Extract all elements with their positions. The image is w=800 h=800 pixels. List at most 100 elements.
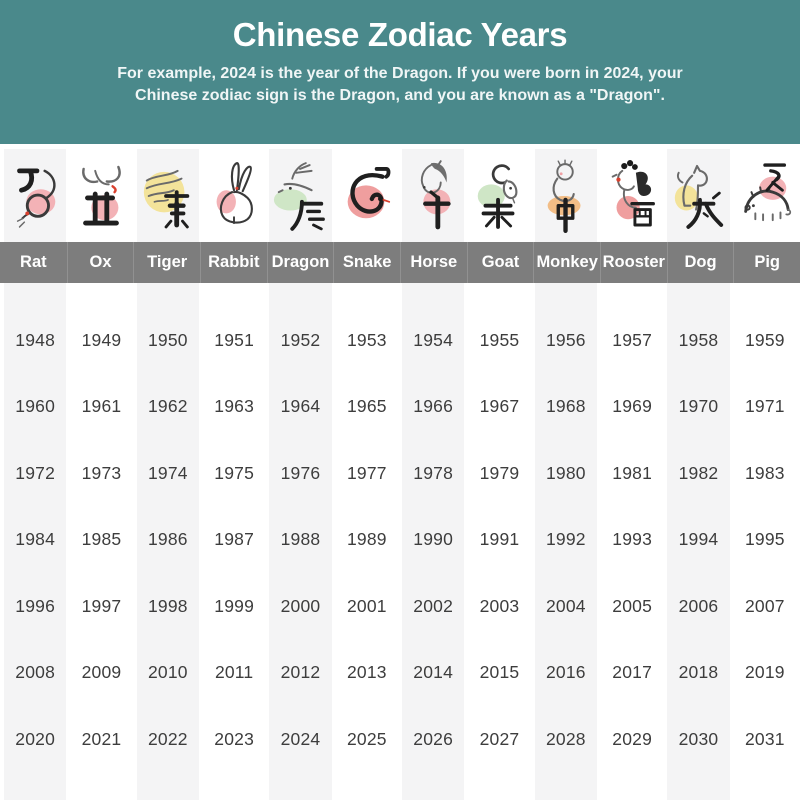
year-cell: 1961 (81, 396, 122, 417)
zodiac-name-rooster: Rooster (599, 242, 667, 283)
year-row: 2008 2009 2010 2011 2012 2013 2014 2015 2016 2017… (0, 640, 800, 707)
year-cell: 1986 (147, 529, 188, 550)
zodiac-board: Rat Ox Tiger Rabbit Dragon Snake Horse G… (0, 144, 800, 800)
year-cell: 2002 (413, 595, 454, 616)
year-cell: 1951 (214, 329, 255, 350)
year-cell: 1985 (81, 529, 122, 550)
year-row: 1960 1961 1962 1963 1964 1965 1966 1967 1968 1969… (0, 374, 800, 441)
year-cell: 2003 (479, 595, 520, 616)
zodiac-icon-cell-rat (4, 152, 66, 240)
year-cell: 1974 (147, 462, 188, 483)
year-cell: 1972 (15, 462, 56, 483)
year-cell: 2020 (15, 728, 56, 749)
year-cell: 2025 (346, 728, 387, 749)
year-cell: 1954 (413, 329, 454, 350)
year-cell: 1975 (214, 462, 255, 483)
monkey-icon (547, 159, 581, 233)
years-table: 1948 1949 1950 1951 1952 1953 1954 1955 1956 1957… (0, 283, 800, 800)
year-cell: 2005 (612, 595, 653, 616)
subtitle-line-2: Chinese zodiac sign is the Dragon, and y… (135, 87, 665, 104)
year-cell: 1987 (214, 529, 255, 550)
year-cell: 1973 (81, 462, 122, 483)
zodiac-name-ox: Ox (66, 242, 134, 283)
year-cell: 2024 (280, 728, 321, 749)
header-banner: Chinese Zodiac Years For example, 2024 i… (0, 0, 800, 144)
rabbit-icon (216, 162, 254, 225)
zodiac-name-monkey: Monkey (533, 242, 600, 283)
year-cell: 2006 (678, 595, 719, 616)
year-cell: 1991 (479, 529, 520, 550)
year-cell: 2030 (678, 728, 719, 749)
year-cell: 2021 (81, 728, 122, 749)
year-row: 1972 1973 1974 1975 1976 1977 1978 1979 1980 1981… (0, 440, 800, 507)
year-cell: 1970 (678, 396, 719, 417)
year-cell: 1962 (147, 396, 188, 417)
year-cell: 2009 (81, 662, 122, 683)
year-cell: 2029 (612, 728, 653, 749)
year-cell: 2012 (280, 662, 321, 683)
zodiac-name-snake: Snake (333, 242, 400, 283)
year-cell: 1964 (280, 396, 321, 417)
zodiac-name-pig: Pig (733, 242, 800, 283)
zodiac-icon-cell-horse (402, 152, 464, 240)
zodiac-icons-row (0, 144, 800, 242)
year-cell: 2008 (15, 662, 56, 683)
rabbit-blob (216, 190, 237, 214)
rat-icon (17, 168, 56, 228)
year-cell: 1968 (545, 396, 586, 417)
year-cell: 1966 (413, 396, 454, 417)
zodiac-names-band: Rat Ox Tiger Rabbit Dragon Snake Horse G… (0, 242, 800, 283)
zodiac-name-goat: Goat (466, 242, 534, 283)
year-row: 1996 1997 1998 1999 2000 2001 2002 2003 2004 2005… (0, 573, 800, 640)
zodiac-icon-cell-pig (734, 152, 796, 240)
year-cell: 1996 (15, 595, 56, 616)
page-title: Chinese Zodiac Years (232, 16, 568, 53)
year-cell: 1976 (280, 462, 321, 483)
year-cell: 1998 (147, 595, 188, 616)
year-cell: 2004 (545, 595, 586, 616)
year-cell: 2019 (744, 662, 785, 683)
year-cell: 1967 (479, 396, 520, 417)
year-cell: 1979 (479, 462, 520, 483)
year-cell: 1965 (346, 396, 387, 417)
dog-icon (675, 164, 724, 229)
zodiac-icon-cell-rabbit (203, 152, 265, 240)
snake-icon (347, 167, 391, 219)
year-cell: 2015 (479, 662, 520, 683)
year-row: 2020 2021 2022 2023 2024 2025 2026 2027 2028 2029… (0, 706, 800, 773)
zodiac-icon-cell-snake (336, 152, 398, 240)
tiger-icon (143, 169, 190, 229)
year-cell: 2022 (147, 728, 188, 749)
year-cell: 1983 (744, 462, 785, 483)
year-cell: 2026 (413, 728, 454, 749)
zodiac-icon-cell-tiger (137, 152, 199, 240)
year-cell: 2031 (744, 728, 785, 749)
zodiac-icon-cell-dragon (269, 152, 331, 240)
zodiac-icon-cell-monkey (535, 152, 597, 240)
year-cell: 1957 (612, 329, 653, 350)
year-cell: 1982 (678, 462, 719, 483)
rooster-icon (611, 160, 656, 227)
zodiac-icon-cell-dog (667, 152, 729, 240)
year-cell: 1969 (612, 396, 653, 417)
ox-icon (82, 165, 122, 226)
year-cell: 1959 (744, 329, 785, 350)
zodiac-name-rabbit: Rabbit (199, 242, 267, 283)
year-cell: 1999 (214, 595, 255, 616)
horse-icon (421, 160, 451, 230)
year-cell: 2016 (545, 662, 586, 683)
year-cell: 2023 (214, 728, 255, 749)
year-cell: 1953 (346, 329, 387, 350)
year-cell: 2000 (280, 595, 321, 616)
year-cell: 2010 (147, 662, 188, 683)
year-cell: 2007 (744, 595, 785, 616)
zodiac-name-horse: Horse (399, 242, 467, 283)
subtitle-line-1: For example, 2024 is the year of the Dra… (117, 65, 683, 82)
pig-icon (744, 163, 791, 222)
year-cell: 1977 (346, 462, 387, 483)
year-cell: 1955 (479, 329, 520, 350)
board-content: Rat Ox Tiger Rabbit Dragon Snake Horse G… (0, 144, 800, 800)
year-row: 1948 1949 1950 1951 1952 1953 1954 1955 1956 1957… (0, 307, 800, 374)
zodiac-icon-cell-ox (70, 152, 132, 240)
year-cell: 2027 (479, 728, 520, 749)
